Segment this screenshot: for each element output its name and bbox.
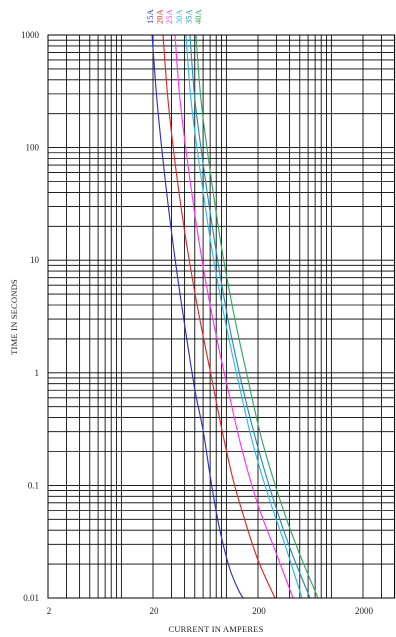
series-line-25A [174, 35, 294, 598]
y-axis-title: TIME IN SECONDS [9, 279, 19, 355]
y-tick-label: 0.1 [28, 480, 39, 490]
x-tick-label: 2000 [355, 606, 374, 616]
y-tick-label: 0.01 [23, 593, 39, 603]
x-axis-title: CURRENT IN AMPERES [168, 624, 263, 634]
y-tick-label: 100 [26, 143, 40, 153]
series-line-35A [189, 35, 311, 598]
y-tick-label: 1 [35, 368, 40, 378]
series-lines [151, 35, 319, 598]
y-tick-labels: 1000 100 10 1 0.1 0.01 [21, 30, 40, 603]
series-label-20A: 20A [155, 9, 165, 25]
x-tick-label: 2 [47, 606, 52, 616]
series-line-30A [185, 35, 303, 598]
series-label-30A: 30A [174, 9, 184, 25]
series-label-35A: 35A [183, 9, 193, 25]
y-tick-label: 10 [30, 255, 40, 265]
series-label-15A: 15A [145, 9, 155, 25]
x-tick-label: 200 [252, 606, 266, 616]
series-line-40A [195, 35, 319, 598]
series-line-15A [151, 35, 244, 598]
plot-frame [47, 34, 396, 599]
series-labels: 15A 20A 25A 30A 35A 40A [145, 9, 203, 25]
series-label-40A: 40A [193, 9, 203, 25]
x-tick-label: 20 [149, 606, 159, 616]
series-line-20A [162, 35, 276, 598]
grid [47, 34, 396, 599]
series-label-25A: 25A [164, 9, 174, 25]
y-tick-label: 1000 [21, 30, 40, 40]
x-tick-labels: 2 20 200 2000 [47, 606, 374, 616]
